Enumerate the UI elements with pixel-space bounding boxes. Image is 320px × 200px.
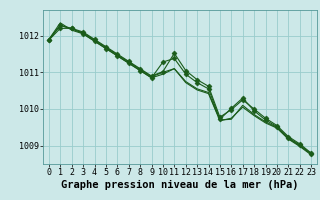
X-axis label: Graphe pression niveau de la mer (hPa): Graphe pression niveau de la mer (hPa) [61, 180, 299, 190]
